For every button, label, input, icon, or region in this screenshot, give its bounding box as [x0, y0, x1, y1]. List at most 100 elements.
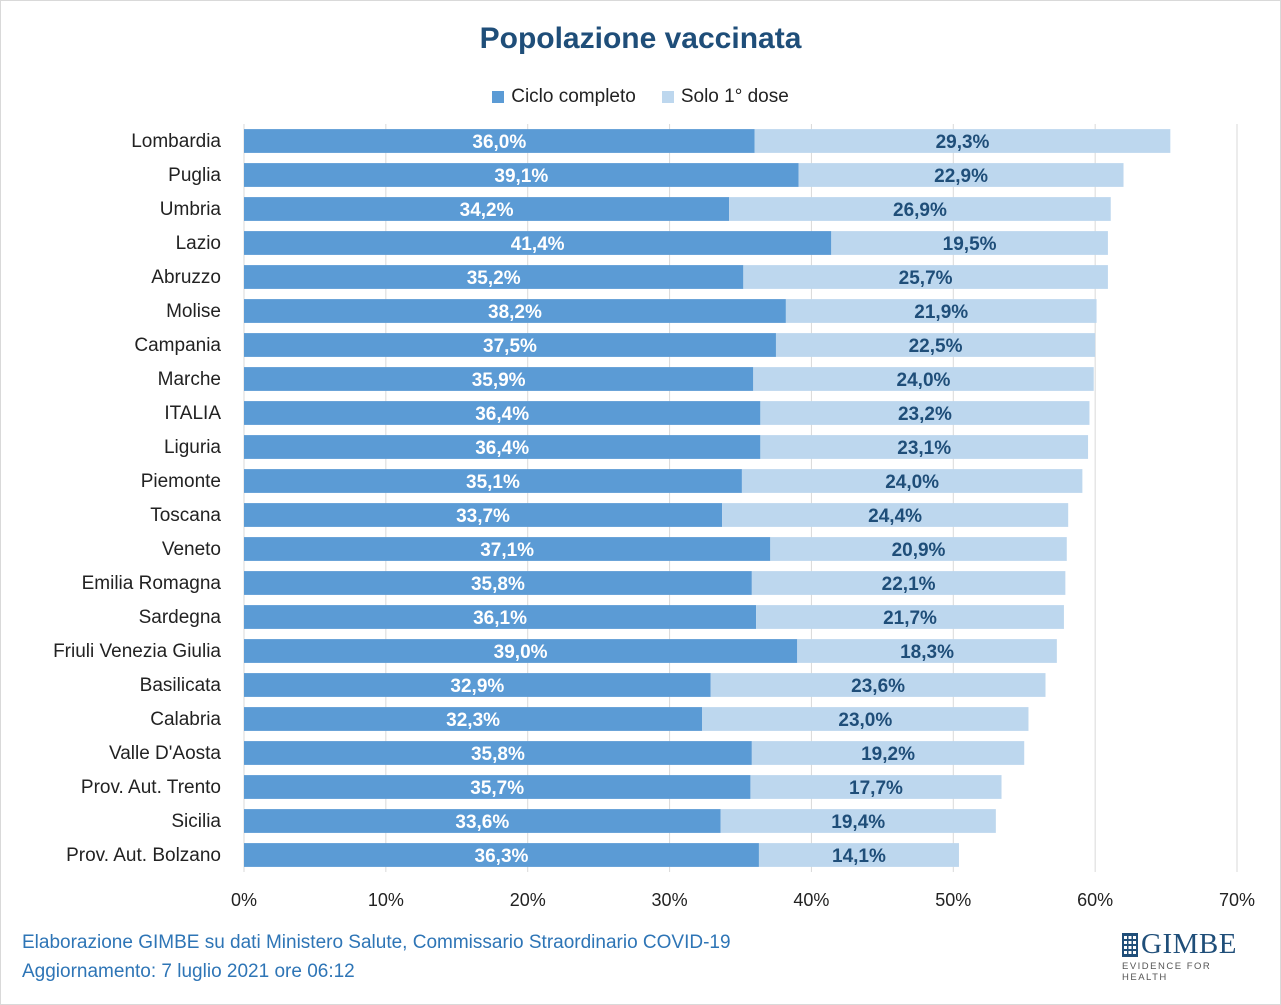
bar-solo-prima-dose: [720, 809, 996, 833]
bar-ciclo-completo: [244, 401, 761, 425]
bar-ciclo-completo: [244, 775, 751, 799]
bar-solo-prima-dose: [750, 775, 1002, 799]
bar-solo-prima-dose: [751, 571, 1066, 595]
bar-solo-prima-dose: [702, 707, 1029, 731]
category-label: ITALIA: [164, 403, 221, 424]
data-label: 24,0%: [897, 370, 951, 391]
logo-name: GIMBE: [1141, 928, 1237, 960]
x-tick-label: 10%: [368, 890, 404, 910]
bar-ciclo-completo: [244, 741, 752, 765]
category-label: Molise: [166, 301, 221, 322]
data-label: 19,4%: [831, 812, 885, 833]
bar-solo-prima-dose: [729, 197, 1111, 221]
category-label: Liguria: [164, 437, 221, 458]
data-label: 35,7%: [470, 778, 524, 799]
bar-solo-prima-dose: [754, 129, 1171, 153]
legend-swatch-ciclo-completo: [492, 91, 505, 103]
legend-swatch-solo-prima-dose: [661, 91, 674, 103]
x-tick-label: 70%: [1219, 890, 1255, 910]
bar-ciclo-completo: [244, 299, 786, 323]
bar-ciclo-completo: [244, 231, 832, 255]
legend: Ciclo completo Solo 1° dose: [0, 86, 1281, 108]
data-label: 23,1%: [897, 438, 951, 459]
logo-tagline: EVIDENCE FOR HEALTH: [1122, 961, 1212, 983]
data-label: 22,1%: [882, 574, 936, 595]
category-label: Basilicata: [140, 675, 222, 696]
data-label: 37,1%: [480, 540, 534, 561]
data-label: 35,8%: [471, 744, 525, 765]
category-label: Veneto: [162, 539, 221, 560]
bar-ciclo-completo: [244, 809, 721, 833]
bar-solo-prima-dose: [741, 469, 1083, 493]
data-label: 22,9%: [934, 166, 988, 187]
footer-update: Aggiornamento: 7 luglio 2021 ore 06:12: [22, 961, 355, 982]
data-label: 24,4%: [868, 506, 922, 527]
category-label: Umbria: [160, 199, 222, 220]
x-tick-label: 20%: [510, 890, 546, 910]
data-label: 29,3%: [936, 132, 990, 153]
data-label: 24,0%: [885, 472, 939, 493]
bar-ciclo-completo: [244, 129, 755, 153]
bar-ciclo-completo: [244, 673, 711, 697]
bar-solo-prima-dose: [758, 843, 959, 867]
category-label: Sardegna: [139, 607, 222, 628]
category-label: Puglia: [168, 165, 221, 186]
bar-solo-prima-dose: [751, 741, 1025, 765]
data-label: 19,5%: [943, 234, 997, 255]
bar-ciclo-completo: [244, 843, 759, 867]
data-label: 41,4%: [511, 234, 565, 255]
bar-ciclo-completo: [244, 639, 798, 663]
bar-ciclo-completo: [244, 707, 703, 731]
x-tick-label: 40%: [793, 890, 829, 910]
data-label: 19,2%: [861, 744, 915, 765]
data-label: 35,8%: [471, 574, 525, 595]
data-label: 32,9%: [450, 676, 504, 697]
bar-solo-prima-dose: [797, 639, 1057, 663]
data-label: 23,0%: [838, 710, 892, 731]
data-label: 36,3%: [475, 846, 529, 867]
bar-solo-prima-dose: [756, 605, 1064, 629]
category-label: Lazio: [176, 233, 221, 254]
data-label: 39,0%: [494, 642, 548, 663]
chart-title: Popolazione vaccinata: [479, 22, 802, 55]
bar-ciclo-completo: [244, 503, 723, 527]
data-label: 36,1%: [473, 608, 527, 629]
bar-ciclo-completo: [244, 571, 752, 595]
category-label: Abruzzo: [151, 267, 221, 288]
data-label: 33,6%: [455, 812, 509, 833]
data-label: 37,5%: [483, 336, 537, 357]
bar-solo-prima-dose: [743, 265, 1108, 289]
footer-source: Elaborazione GIMBE su dati Ministero Sal…: [22, 932, 731, 953]
legend-item-solo-prima-dose: Solo 1° dose: [661, 86, 789, 108]
bar-solo-prima-dose: [760, 401, 1090, 425]
bar-ciclo-completo: [244, 265, 744, 289]
data-label: 20,9%: [892, 540, 946, 561]
bar-solo-prima-dose: [722, 503, 1069, 527]
data-label: 21,9%: [914, 302, 968, 323]
bar-ciclo-completo: [244, 435, 761, 459]
bar-solo-prima-dose: [710, 673, 1046, 697]
category-label: Emilia Romagna: [82, 573, 222, 594]
data-label: 36,4%: [475, 438, 529, 459]
bar-ciclo-completo: [244, 367, 754, 391]
bar-solo-prima-dose: [831, 231, 1108, 255]
x-tick-label: 50%: [935, 890, 971, 910]
category-label: Prov. Aut. Trento: [81, 777, 221, 798]
bar-ciclo-completo: [244, 537, 771, 561]
category-label: Calabria: [150, 709, 221, 730]
gimbe-logo: GIMBE EVIDENCE FOR HEALTH: [1122, 930, 1242, 983]
category-label: Lombardia: [131, 131, 221, 152]
data-label: 35,1%: [466, 472, 520, 493]
category-label: Toscana: [150, 505, 221, 526]
category-label: Campania: [134, 335, 221, 356]
data-label: 34,2%: [460, 200, 514, 221]
legend-item-ciclo-completo: Ciclo completo: [492, 86, 636, 108]
legend-label-solo-prima-dose: Solo 1° dose: [680, 86, 789, 107]
data-label: 26,9%: [893, 200, 947, 221]
category-label: Prov. Aut. Bolzano: [66, 845, 221, 866]
x-tick-label: 0%: [231, 890, 257, 910]
data-label: 22,5%: [909, 336, 963, 357]
data-label: 36,4%: [475, 404, 529, 425]
category-label: Friuli Venezia Giulia: [53, 641, 221, 662]
bar-solo-prima-dose: [760, 435, 1089, 459]
